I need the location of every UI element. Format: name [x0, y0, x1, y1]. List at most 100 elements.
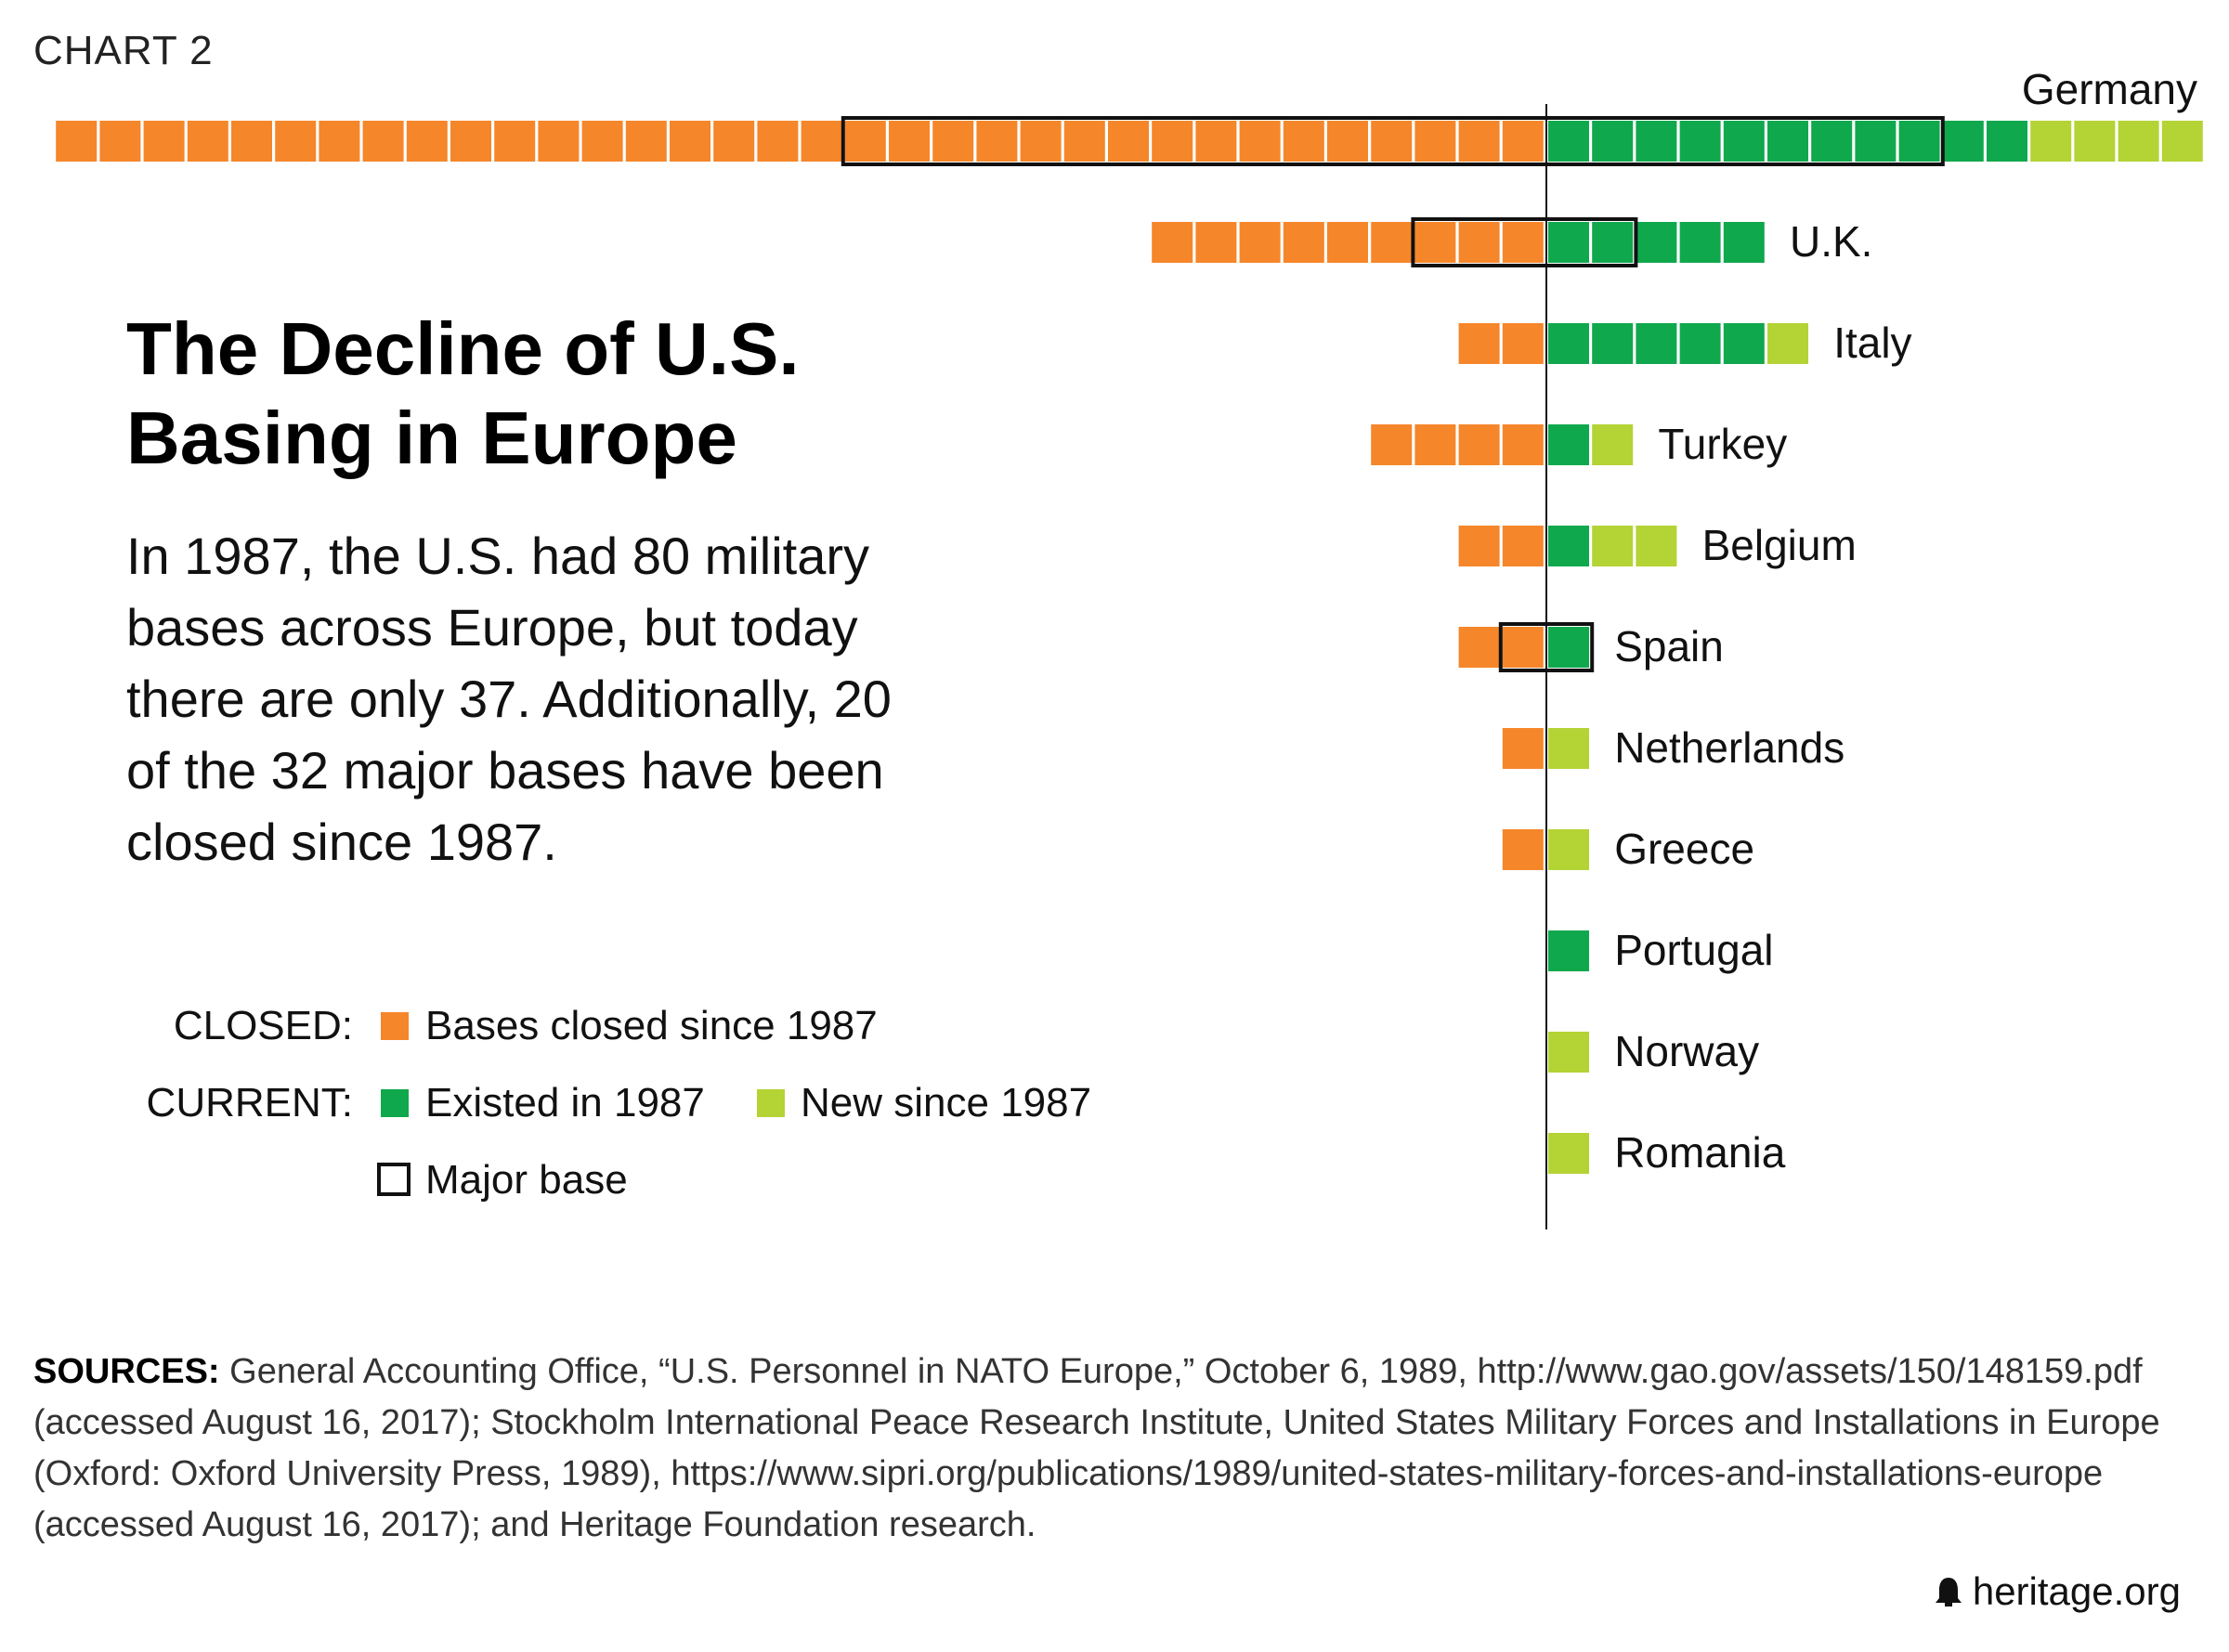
- existed-base-u-k-1: [1548, 222, 1589, 263]
- new-base-germany-13: [2074, 121, 2116, 162]
- existed-base-italy-2: [1592, 323, 1634, 364]
- country-label-norway: Norway: [1614, 1027, 1759, 1075]
- closed-base-germany-3: [1414, 121, 1456, 162]
- closed-base-germany-15: [889, 121, 930, 162]
- existed-base-italy-1: [1548, 323, 1589, 364]
- closed-base-netherlands-1: [1502, 728, 1544, 769]
- closed-base-germany-24: [494, 121, 536, 162]
- legend: CLOSED: Bases closed since 1987 CURRENT:…: [0, 984, 1207, 1226]
- closed-base-italy-1: [1502, 323, 1544, 364]
- new-base-belgium-2: [1592, 526, 1634, 566]
- closed-base-germany-8: [1195, 121, 1237, 162]
- new-base-norway-1: [1548, 1032, 1589, 1073]
- closed-base-germany-26: [406, 121, 448, 162]
- closed-base-u-k-7: [1239, 222, 1281, 263]
- base-count-chart: Germany U.K. Italy Turkey Belgium Spain Nether…: [56, 65, 2203, 1229]
- bell-icon: [1935, 1578, 1962, 1606]
- closed-base-turkey-4: [1371, 424, 1413, 465]
- closed-base-germany-28: [319, 121, 360, 162]
- closed-base-u-k-2: [1458, 222, 1500, 263]
- closed-base-spain-2: [1458, 627, 1500, 668]
- country-label-romania: Romania: [1614, 1128, 1786, 1177]
- existed-base-spain-1: [1548, 627, 1589, 668]
- closed-base-germany-33: [99, 121, 141, 162]
- legend-current-label: CURRENT:: [146, 1080, 353, 1125]
- legend-closed-label: CLOSED:: [173, 1003, 353, 1048]
- closed-base-germany-32: [143, 121, 185, 162]
- legend-closed-swatch: [381, 1012, 409, 1040]
- closed-base-germany-29: [275, 121, 317, 162]
- chart-label: CHART 2: [33, 28, 214, 73]
- existed-base-germany-2: [1592, 121, 1634, 162]
- chart-title: The Decline of U.S. Basing in Europe: [126, 305, 962, 483]
- closed-base-u-k-3: [1414, 222, 1456, 263]
- country-label-u-k: U.K.: [1790, 217, 1872, 266]
- closed-base-germany-23: [538, 121, 580, 162]
- legend-new-swatch: [757, 1089, 785, 1117]
- country-label-portugal: Portugal: [1614, 926, 1773, 974]
- closed-base-germany-31: [187, 121, 228, 162]
- closed-base-germany-27: [362, 121, 404, 162]
- closed-base-germany-4: [1371, 121, 1413, 162]
- existed-base-germany-7: [1811, 121, 1853, 162]
- closed-base-germany-34: [56, 121, 98, 162]
- closed-base-germany-16: [844, 121, 886, 162]
- country-label-germany: Germany: [2022, 65, 2197, 113]
- new-base-romania-1: [1548, 1133, 1589, 1174]
- legend-major-swatch: [377, 1163, 411, 1196]
- new-base-netherlands-1: [1548, 728, 1589, 769]
- existed-base-germany-4: [1679, 121, 1721, 162]
- new-base-italy-6: [1767, 323, 1808, 364]
- closed-base-germany-9: [1152, 121, 1193, 162]
- existed-base-germany-6: [1767, 121, 1808, 162]
- major-base-outline-germany: [841, 116, 1945, 166]
- existed-base-germany-10: [1942, 121, 1984, 162]
- new-base-turkey-2: [1592, 424, 1634, 465]
- closed-base-u-k-9: [1152, 222, 1193, 263]
- chart-title-line-2: Basing in Europe: [126, 397, 737, 479]
- closed-base-belgium-2: [1458, 526, 1500, 566]
- closed-base-germany-6: [1283, 121, 1324, 162]
- existed-base-u-k-3: [1636, 222, 1677, 263]
- existed-base-turkey-1: [1548, 424, 1589, 465]
- closed-base-germany-14: [932, 121, 974, 162]
- sources-note: SOURCES: General Accounting Office, “U.S…: [33, 1346, 2197, 1551]
- country-label-spain: Spain: [1614, 622, 1724, 670]
- closed-base-germany-17: [801, 121, 842, 162]
- existed-base-italy-4: [1679, 323, 1721, 364]
- existed-base-germany-5: [1723, 121, 1765, 162]
- closed-base-germany-30: [231, 121, 272, 162]
- closed-base-germany-13: [976, 121, 1018, 162]
- closed-base-germany-21: [625, 121, 667, 162]
- existed-base-germany-1: [1548, 121, 1589, 162]
- country-labels: Germany U.K. Italy Turkey Belgium Spain Nether…: [1614, 65, 2197, 1177]
- major-base-outline-u-k: [1411, 217, 1638, 267]
- closed-base-germany-25: [450, 121, 491, 162]
- country-label-netherlands: Netherlands: [1614, 723, 1844, 772]
- country-label-greece: Greece: [1614, 825, 1754, 873]
- new-base-germany-12: [2030, 121, 2072, 162]
- country-label-belgium: Belgium: [1702, 521, 1857, 569]
- sources-label: SOURCES:: [33, 1352, 220, 1391]
- closed-base-germany-22: [581, 121, 623, 162]
- closed-base-germany-18: [757, 121, 799, 162]
- closed-base-u-k-5: [1327, 222, 1368, 263]
- footer: heritage.org: [1934, 1569, 2181, 1614]
- existed-base-u-k-5: [1723, 222, 1765, 263]
- closed-base-u-k-8: [1195, 222, 1237, 263]
- existed-base-germany-3: [1636, 121, 1677, 162]
- legend-major-text: Major base: [425, 1157, 628, 1203]
- closed-base-turkey-3: [1414, 424, 1456, 465]
- closed-base-greece-1: [1502, 829, 1544, 870]
- country-label-italy: Italy: [1833, 319, 1911, 367]
- legend-closed-text: Bases closed since 1987: [425, 1003, 878, 1048]
- existed-base-germany-11: [1987, 121, 2027, 162]
- existed-base-belgium-1: [1548, 526, 1589, 566]
- legend-existed-text: Existed in 1987: [425, 1080, 705, 1125]
- closed-base-u-k-1: [1502, 222, 1544, 263]
- closed-base-germany-7: [1239, 121, 1281, 162]
- existed-base-germany-9: [1898, 121, 1940, 162]
- new-base-germany-14: [2118, 121, 2159, 162]
- existed-base-italy-5: [1723, 323, 1765, 364]
- legend-new-text: New since 1987: [801, 1080, 1092, 1125]
